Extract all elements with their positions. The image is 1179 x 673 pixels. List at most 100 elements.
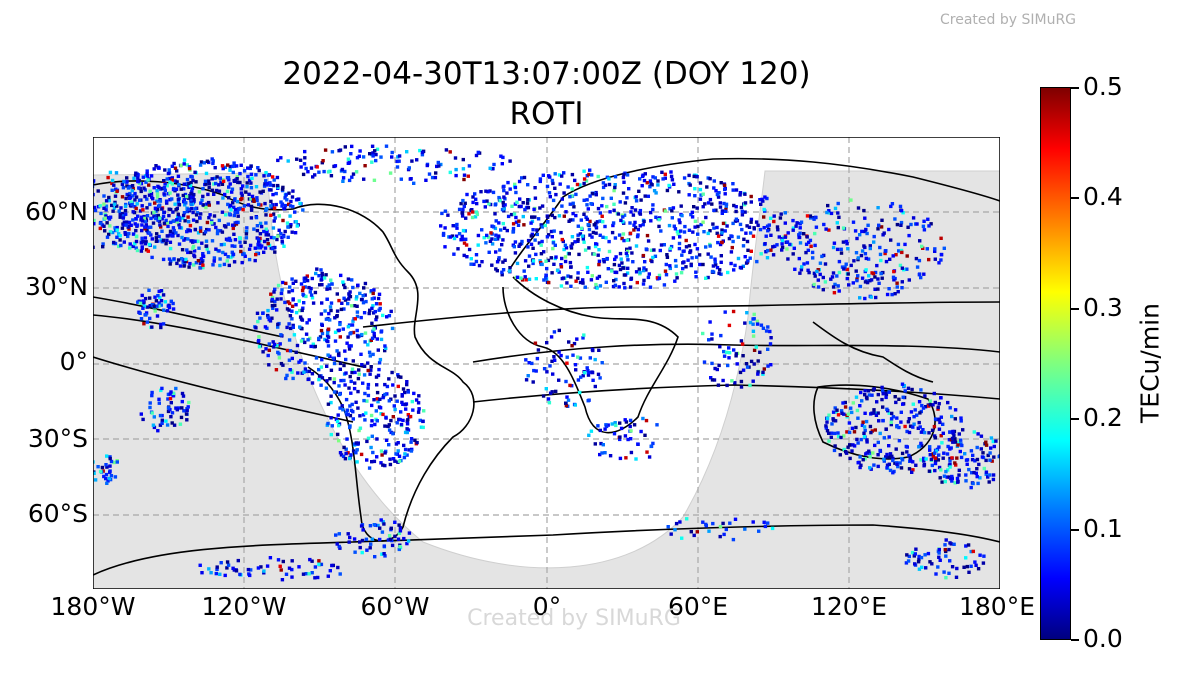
roti-point xyxy=(550,359,554,363)
roti-point xyxy=(870,393,874,397)
roti-point xyxy=(874,413,879,417)
roti-point xyxy=(698,187,703,192)
roti-point xyxy=(601,185,606,190)
roti-point xyxy=(358,426,363,430)
roti-point xyxy=(836,225,840,230)
roti-point xyxy=(279,291,284,296)
roti-point xyxy=(880,385,884,390)
roti-point xyxy=(372,331,376,336)
roti-point xyxy=(415,440,419,445)
roti-point xyxy=(634,457,638,461)
roti-point xyxy=(741,264,745,268)
roti-point xyxy=(472,262,476,266)
roti-point xyxy=(872,411,876,415)
roti-point xyxy=(326,335,331,339)
colorbar-label-0.2: 0.2 xyxy=(1083,403,1123,432)
roti-point xyxy=(573,178,577,183)
roti-point xyxy=(608,210,612,214)
roti-point xyxy=(893,395,897,399)
roti-point xyxy=(507,269,512,273)
roti-point xyxy=(657,273,662,278)
roti-point xyxy=(827,431,831,435)
roti-point xyxy=(603,427,607,431)
roti-point xyxy=(326,353,330,357)
roti-point xyxy=(140,228,144,233)
roti-point xyxy=(933,459,938,463)
roti-point xyxy=(716,383,721,387)
roti-point xyxy=(263,246,268,250)
roti-point xyxy=(629,429,633,433)
roti-point xyxy=(303,367,308,371)
roti-point xyxy=(856,256,860,260)
roti-point xyxy=(736,235,741,239)
roti-point xyxy=(140,219,145,223)
roti-point xyxy=(299,165,303,169)
roti-point xyxy=(900,250,904,255)
roti-point xyxy=(214,247,218,251)
roti-point xyxy=(617,263,622,268)
roti-point xyxy=(156,429,160,433)
roti-point xyxy=(626,437,630,442)
roti-point xyxy=(232,223,237,227)
roti-point xyxy=(551,246,555,251)
roti-point xyxy=(937,402,941,406)
roti-point xyxy=(641,282,646,286)
roti-point xyxy=(950,474,954,479)
roti-point xyxy=(334,533,338,537)
roti-point xyxy=(884,249,888,253)
roti-point xyxy=(525,201,530,205)
map-title-parameter: ROTI xyxy=(509,96,584,132)
roti-point xyxy=(649,219,653,223)
roti-point xyxy=(928,560,932,564)
roti-point xyxy=(366,436,371,440)
roti-point xyxy=(693,242,697,247)
roti-point xyxy=(666,525,670,529)
roti-point xyxy=(876,206,880,210)
roti-point xyxy=(321,159,325,163)
roti-point xyxy=(841,226,846,230)
roti-point xyxy=(582,240,586,244)
roti-point xyxy=(210,221,214,225)
roti-point xyxy=(887,287,891,291)
roti-point xyxy=(594,231,598,235)
roti-point xyxy=(665,255,670,259)
roti-point xyxy=(353,550,357,554)
roti-point xyxy=(142,214,146,219)
roti-point xyxy=(452,252,456,256)
roti-point xyxy=(341,179,345,183)
roti-point xyxy=(203,230,208,234)
roti-point xyxy=(93,179,96,183)
lon-label-60w: 60°W xyxy=(360,592,430,621)
roti-point xyxy=(502,188,506,193)
roti-point xyxy=(642,178,647,183)
roti-point xyxy=(342,445,346,450)
roti-point xyxy=(401,402,405,406)
roti-point xyxy=(348,374,352,379)
roti-point xyxy=(911,402,915,406)
roti-point xyxy=(622,281,626,286)
roti-point xyxy=(680,536,684,540)
roti-point xyxy=(153,201,157,205)
roti-point xyxy=(970,471,974,475)
roti-point xyxy=(200,571,204,575)
roti-point xyxy=(163,168,167,172)
roti-point xyxy=(158,216,162,220)
roti-point xyxy=(464,216,468,220)
roti-point xyxy=(907,467,912,471)
roti-point xyxy=(279,200,283,204)
roti-point xyxy=(232,164,237,168)
roti-point xyxy=(524,358,528,362)
roti-point xyxy=(670,209,674,213)
roti-point xyxy=(145,228,149,233)
roti-point xyxy=(222,242,226,247)
roti-point xyxy=(586,223,590,227)
roti-point xyxy=(191,178,195,183)
roti-point xyxy=(148,401,152,405)
roti-point xyxy=(743,201,748,205)
roti-point xyxy=(848,456,852,461)
roti-point xyxy=(862,208,866,213)
roti-point xyxy=(185,209,189,214)
roti-point xyxy=(527,264,531,268)
roti-point xyxy=(586,373,591,377)
roti-point xyxy=(245,185,249,189)
